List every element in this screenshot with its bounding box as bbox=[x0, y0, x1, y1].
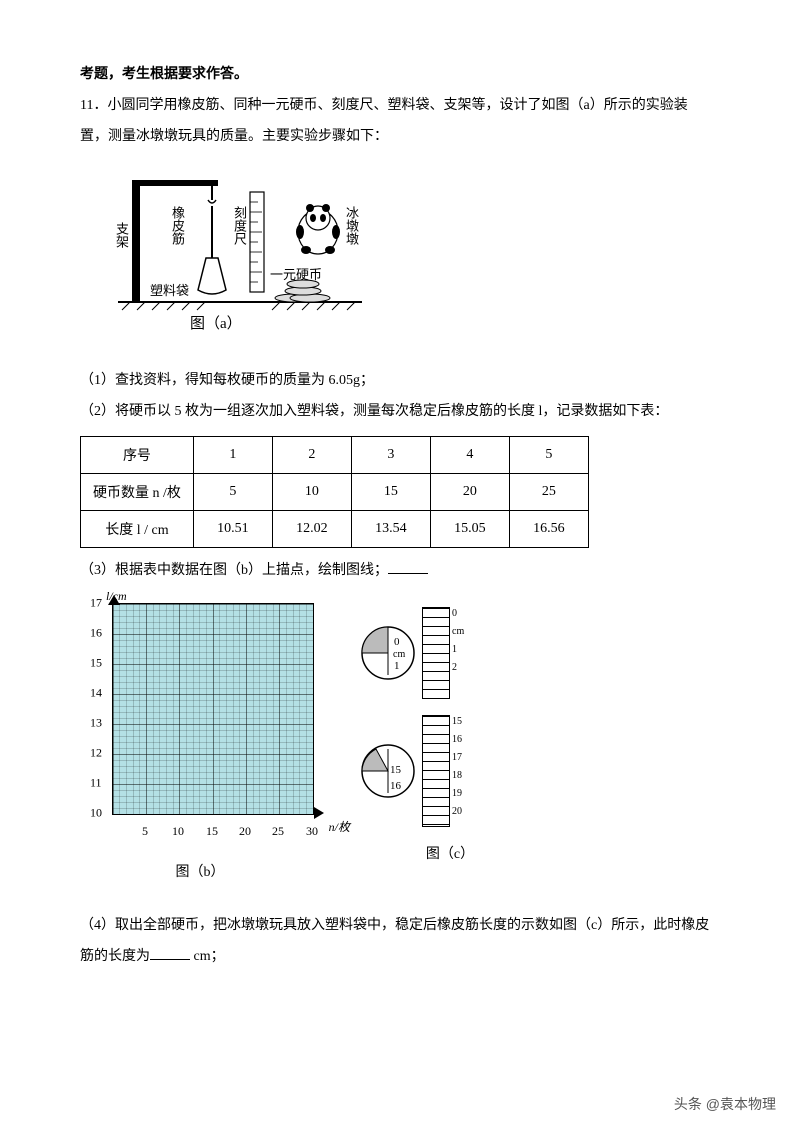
step-2: （2）将硬币以 5 枚为一组逐次加入塑料袋，测量每次稳定后橡皮筋的长度 l，记录… bbox=[80, 397, 714, 428]
table-row: 长度 l / cm 10.51 12.02 13.54 15.05 16.56 bbox=[81, 510, 589, 547]
figure-c: 0 cm 1 0 cm 1 2 bbox=[360, 597, 540, 863]
svg-text:1: 1 bbox=[394, 660, 400, 672]
figure-a: 支架 橡皮筋 刻度尺 冰墩墩 塑料袋 一元硬币 图（a） bbox=[110, 162, 370, 332]
label-coin: 一元硬币 bbox=[270, 264, 322, 283]
step-3: （3）根据表中数据在图（b）上描点，绘制图线； bbox=[80, 556, 714, 587]
dial-icon: 0 cm 1 bbox=[360, 625, 416, 681]
x-axis-label: n/枚 bbox=[329, 818, 350, 835]
svg-text:16: 16 bbox=[390, 780, 402, 792]
svg-text:cm: cm bbox=[393, 649, 405, 660]
watermark: 头条 @袁本物理 bbox=[674, 1094, 776, 1114]
panda-icon bbox=[296, 204, 340, 254]
svg-text:0: 0 bbox=[394, 636, 400, 648]
chart-grid bbox=[112, 603, 314, 815]
table-row: 序号 1 2 3 4 5 bbox=[81, 436, 589, 473]
table-row: 硬币数量 n /枚 5 10 15 20 25 bbox=[81, 473, 589, 510]
ruler-icon bbox=[422, 715, 450, 827]
section-header: 考题，考生根据要求作答。 bbox=[80, 60, 714, 91]
th-seq: 序号 bbox=[81, 436, 194, 473]
step-4: （4）取出全部硬币，把冰墩墩玩具放入塑料袋中，稳定后橡皮筋长度的示数如图（c）所… bbox=[80, 911, 714, 973]
figure-c-caption: 图（c） bbox=[360, 843, 540, 863]
data-table: 序号 1 2 3 4 5 硬币数量 n /枚 5 10 15 20 25 长度 … bbox=[80, 436, 589, 548]
label-stand: 支架 bbox=[112, 222, 131, 248]
figure-a-caption: 图（a） bbox=[190, 312, 242, 333]
svg-text:15: 15 bbox=[390, 764, 402, 776]
label-toy: 冰墩墩 bbox=[342, 206, 361, 245]
figure-b: l/cm n/枚 17 16 15 14 13 12 11 10 5 10 15… bbox=[80, 597, 320, 881]
figure-b-caption: 图（b） bbox=[80, 861, 320, 881]
label-band: 橡皮筋 bbox=[168, 206, 187, 245]
question-intro: 11．小圆同学用橡皮筋、同种一元硬币、刻度尺、塑料袋、支架等，设计了如图（a）所… bbox=[80, 91, 714, 153]
dial-icon: 15 16 bbox=[360, 743, 416, 799]
ruler-icon bbox=[422, 607, 450, 699]
step-1: （1）查找资料，得知每枚硬币的质量为 6.05g； bbox=[80, 366, 714, 397]
label-bag: 塑料袋 bbox=[150, 280, 189, 299]
label-ruler: 刻度尺 bbox=[230, 206, 249, 245]
